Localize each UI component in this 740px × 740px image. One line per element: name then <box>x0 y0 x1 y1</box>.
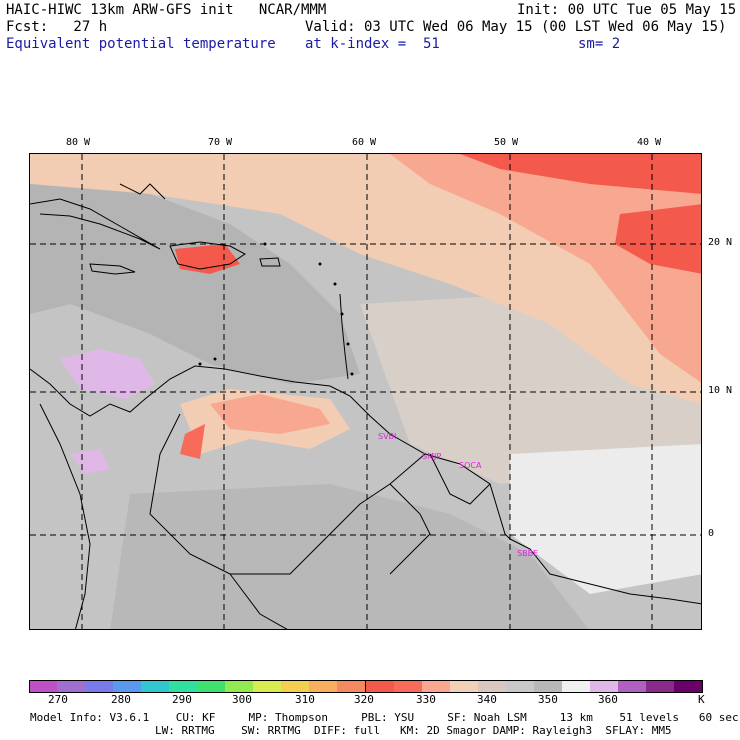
colorbar-label-320: 320 <box>354 693 374 706</box>
footer-physics-info: LW: RRTMG SW: RRTMG DIFF: full KM: 2D Sm… <box>155 724 672 737</box>
field-340 <box>390 154 701 383</box>
colorbar-label-290: 290 <box>172 693 192 706</box>
colorbar-label-350: 350 <box>538 693 558 706</box>
lat-label-20n: 20 N <box>708 237 733 248</box>
colorbar <box>29 680 703 693</box>
lon-label-80w: 80 W <box>66 137 91 148</box>
colorbar-swatch <box>113 680 143 693</box>
header-smoothing: sm= 2 <box>578 36 621 52</box>
header-level: at k-index = 51 <box>305 36 440 52</box>
colorbar-swatch <box>85 680 115 693</box>
field-355-caribbean <box>30 184 360 384</box>
ocean-field-360-light <box>510 444 701 594</box>
colorbar-label-280: 280 <box>111 693 131 706</box>
header-forecast-hour: Fcst: 27 h <box>6 19 108 35</box>
field-330-north <box>460 154 701 194</box>
colorbar-swatch <box>561 680 591 693</box>
theta-e-map <box>29 153 702 630</box>
lat-label-0: 0 <box>708 528 715 539</box>
colorbar-swatch <box>309 680 339 693</box>
header-init-time: Init: 00 UTC Tue 05 May 15 <box>517 2 737 18</box>
station-label-soca: SOCA <box>459 461 482 470</box>
colorbar-label-360: 360 <box>598 693 618 706</box>
colorbar-swatch <box>337 680 367 693</box>
coastlines <box>30 183 701 629</box>
map-canvas <box>30 154 701 629</box>
colorbar-swatch <box>673 680 703 693</box>
colorbar-unit: K <box>698 693 705 706</box>
lon-label-40w: 40 W <box>637 137 662 148</box>
lon-label-70w: 70 W <box>208 137 233 148</box>
field-340-venezuela <box>210 394 330 434</box>
colorbar-swatch <box>197 680 227 693</box>
station-label-svbi: SVBI <box>378 432 397 441</box>
colorbar-swatch <box>589 680 619 693</box>
island-markers <box>198 242 354 376</box>
colorbar-label-270: 270 <box>48 693 68 706</box>
colorbar-swatch <box>57 680 87 693</box>
colorbar-swatch <box>477 680 507 693</box>
colorbar-swatch <box>645 680 675 693</box>
lon-label-60w: 60 W <box>352 137 377 148</box>
station-label-sbbe: SBBE <box>517 549 539 558</box>
header-field-name: Equivalent potential temperature <box>6 36 276 52</box>
colorbar-swatch <box>169 680 199 693</box>
colorbar-label-310: 310 <box>295 693 315 706</box>
footer-model-info: Model Info: V3.6.1 CU: KF MP: Thompson P… <box>30 711 739 724</box>
colorbar-swatch <box>253 680 283 693</box>
colorbar-swatch <box>421 680 451 693</box>
field-330-east <box>615 204 701 274</box>
colorbar-swatch <box>393 680 423 693</box>
colorbar-swatch <box>505 680 535 693</box>
graticule <box>30 154 701 629</box>
colorbar-swatch <box>533 680 563 693</box>
header-model-title: HAIC-HIWC 13km ARW-GFS init NCAR/MMM <box>6 2 327 18</box>
colorbar-swatch <box>449 680 479 693</box>
station-label-smjp: SMJP <box>422 452 442 461</box>
header-valid-time: Valid: 03 UTC Wed 06 May 15 (00 LST Wed … <box>305 19 727 35</box>
field-365-purple <box>60 349 155 399</box>
colorbar-swatch <box>281 680 311 693</box>
colorbar-label-300: 300 <box>232 693 252 706</box>
colorbar-swatch <box>365 680 395 693</box>
colorbar-swatch <box>617 680 647 693</box>
colorbar-swatch <box>29 680 58 693</box>
colorbar-swatch <box>225 680 255 693</box>
lon-label-50w: 50 W <box>494 137 519 148</box>
lat-label-10n: 10 N <box>708 385 733 396</box>
colorbar-swatch <box>141 680 171 693</box>
field-365-purple-2 <box>70 449 110 474</box>
field-335-colombia <box>180 424 205 459</box>
colorbar-label-340: 340 <box>477 693 497 706</box>
colorbar-label-330: 330 <box>416 693 436 706</box>
field-355-amazon <box>110 484 589 629</box>
